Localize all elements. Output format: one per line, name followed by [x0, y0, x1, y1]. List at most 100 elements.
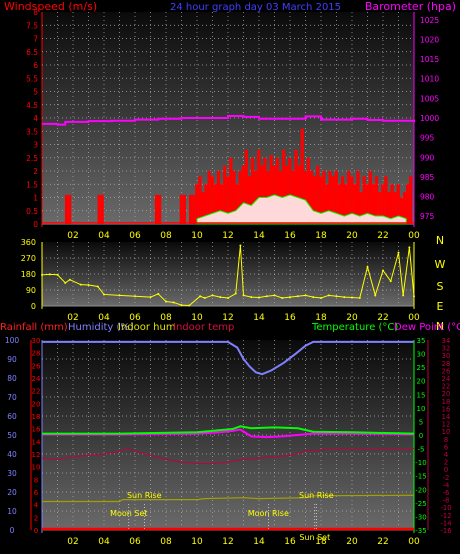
- wind-gust-bar: [216, 171, 221, 224]
- wind-tick-label: 7.5: [26, 21, 38, 30]
- compass-label: W: [435, 258, 446, 271]
- direction-x-tick-label: 06: [129, 313, 141, 323]
- wind-gust-bar: [251, 157, 255, 224]
- wind-axis-title: Windspeed (m/s): [4, 0, 97, 13]
- dew-point-tick-label: -4: [443, 481, 450, 489]
- wind-direction-point: [304, 294, 307, 297]
- dew-point-tick-label: 28: [442, 360, 451, 368]
- baro-tick-label: 1025: [420, 16, 439, 25]
- dew-point-tick-label: 22: [442, 383, 451, 391]
- temperature-tick-label: 10: [417, 405, 426, 413]
- wind-tick-label: 2.5: [26, 154, 38, 163]
- humidity-tick-label: 80: [7, 374, 17, 383]
- wind-baro-x-tick-label: 20: [346, 231, 358, 241]
- compass-label: S: [437, 280, 444, 293]
- wind-gust-bar: [244, 149, 248, 224]
- wind-gust-bar: [350, 176, 354, 224]
- humidity-tick-label: 100: [5, 336, 20, 345]
- wind-gust-bar: [257, 149, 261, 224]
- wind-direction-point: [289, 296, 291, 299]
- wind-gust-bar: [356, 171, 360, 224]
- humidity-tick-label: 10: [7, 507, 17, 516]
- baro-tick-label: 1000: [420, 114, 439, 123]
- wind-tick-label: 4.5: [26, 101, 38, 110]
- baro-tick-label: 975: [420, 212, 435, 221]
- rain-tick-label: 18: [32, 413, 41, 421]
- rain-tick-label: 26: [32, 362, 41, 370]
- barometer-line: [42, 115, 415, 126]
- wind-direction-point: [172, 301, 175, 304]
- dew-point-tick-label: -14: [440, 519, 451, 527]
- wind-direction-point: [382, 269, 384, 272]
- wind-tick-label: 3: [33, 141, 38, 150]
- indoor-temp-title: Indoor temp: [173, 322, 234, 333]
- humidity-axis-title: Humidity (%): [68, 322, 134, 333]
- wind-gust-bar: [179, 194, 183, 224]
- rain-axis-title: Rainfall (mm): [0, 322, 68, 333]
- wind-gust-bar: [387, 192, 391, 224]
- wind-gust-bar: [275, 157, 279, 224]
- temperature-tick-label: -35: [415, 527, 426, 535]
- wind-gust-bar: [371, 184, 376, 224]
- wind-gust-bar: [247, 176, 252, 224]
- wind-gust-bar: [97, 194, 101, 224]
- dew-point-tick-label: 0: [444, 466, 448, 474]
- wind-gust-bar: [375, 176, 379, 224]
- wind-tick-label: 0.5: [26, 207, 38, 216]
- indoor-humidity-line: [42, 494, 415, 503]
- wind-direction-point: [312, 296, 315, 299]
- wind-gust-bar: [396, 184, 400, 224]
- temperature-tick-label: 5: [419, 418, 423, 426]
- wind-direction-point: [234, 292, 237, 295]
- rain-tick-label: 30: [32, 337, 41, 345]
- wind-tick-label: 6: [33, 61, 38, 70]
- baro-tick-label: 1020: [420, 35, 439, 44]
- dew-point-tick-label: 24: [442, 375, 451, 383]
- wind-tick-label: 7: [33, 35, 38, 44]
- wind-average-area: [196, 194, 407, 225]
- dew-point-tick-label: 4: [444, 451, 448, 459]
- rain-tick-label: 6: [34, 489, 39, 497]
- wind-gust-bar: [393, 192, 397, 224]
- wind-gust-bar: [409, 176, 413, 224]
- temperature-tick-label: -20: [415, 486, 426, 494]
- astro-annotation: Sun Rise: [299, 491, 334, 500]
- wind-tick-label: 1: [33, 194, 38, 203]
- dew-point-tick-label: 8: [444, 436, 448, 444]
- temperature-tick-label: 30: [417, 351, 426, 359]
- wind-direction-point: [335, 295, 338, 298]
- wind-gust-bar: [313, 176, 317, 224]
- wind-gust-bar: [263, 157, 267, 224]
- wind-direction-point: [227, 297, 229, 299]
- dew-point-tick-label: -6: [443, 489, 450, 497]
- rain-tick-label: 12: [32, 451, 41, 459]
- baro-tick-label: 985: [420, 173, 435, 182]
- wind-direction-point: [118, 294, 121, 297]
- baro-tick-label: 1010: [420, 75, 439, 84]
- wind-gust-bar: [232, 171, 236, 224]
- wind-direction-point: [157, 292, 160, 295]
- wind-gust-bar: [158, 194, 162, 224]
- wind-gust-bar: [210, 176, 214, 224]
- wind-direction-point: [149, 296, 152, 299]
- direction-tick-label: 90: [26, 286, 36, 295]
- wind-gust-bar: [269, 155, 273, 224]
- rain-tick-label: 14: [32, 438, 41, 446]
- temperature-axis-title: Temperature (°C): [311, 322, 398, 333]
- temperature-tick-label: -25: [415, 500, 426, 508]
- temperature-tick-label: 0: [419, 432, 423, 440]
- astro-annotation: Sun Set: [299, 533, 330, 542]
- temp-hum-x-tick-label: 08: [160, 537, 172, 547]
- wind-gust-bar: [309, 171, 314, 224]
- astro-annotation: Moon Set: [110, 509, 147, 518]
- wind-tick-label: 1.5: [26, 180, 38, 189]
- temperature-tick-label: -30: [415, 513, 426, 521]
- wind-gust-bar: [368, 171, 372, 224]
- direction-tick-label: 360: [21, 238, 36, 247]
- direction-x-tick-label: 14: [253, 313, 265, 323]
- wind-direction-point: [79, 283, 82, 286]
- wind-gust-bar: [297, 165, 301, 224]
- direction-tick-label: 0: [31, 302, 36, 311]
- wind-gust-bar: [282, 149, 286, 224]
- direction-x-tick-label: 16: [284, 313, 296, 323]
